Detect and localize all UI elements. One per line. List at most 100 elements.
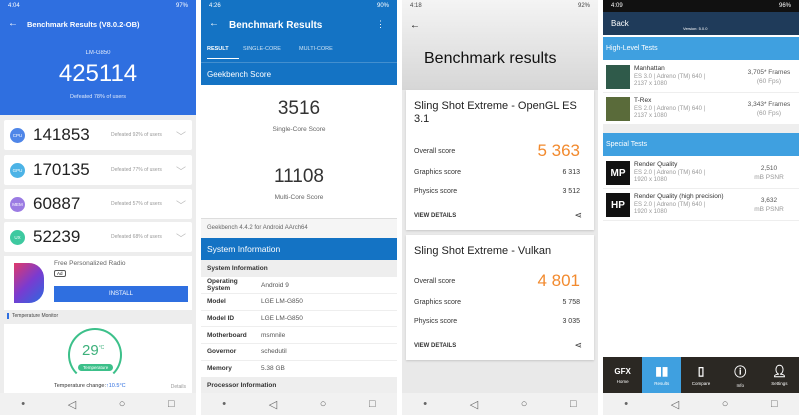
overall-score: 5 363 [537,141,580,160]
back-arrow-icon[interactable]: ← [8,18,18,29]
back-icon[interactable]: ◁ [268,398,278,411]
status-battery: 97% [175,3,188,9]
test-thumbnail [606,97,630,121]
tab-label: Results [654,381,670,386]
version-label: Version: 5.0.0 [683,26,708,31]
info-row: Model ID LGE LM-G850 [201,310,397,328]
tab-multi-core[interactable]: MULTI-CORE [299,46,333,52]
test-api: ES 2.0 | Adreno (TM) 640 | [634,169,706,176]
info-row: Model LGE LM-G850 [201,294,397,311]
info-key: Model [207,298,226,306]
details-link[interactable]: Details [170,384,186,390]
test-icon-label: MP [610,167,626,179]
category-defeated: Defeated 92% of users [111,132,162,138]
tab-results[interactable]: ▮▮ Results [642,357,682,393]
view-details-button[interactable]: VIEW DETAILS [414,343,457,349]
recents-icon[interactable]: □ [369,398,376,410]
back-icon[interactable]: ◁ [67,398,77,411]
test-icon: MP [606,161,630,185]
test-score-unit: (60 Fps) [756,110,782,117]
info-key: Memory [207,365,232,372]
info-key: Operating System [207,278,238,292]
score-row[interactable]: GPU 170135 Defeated 77% of users ﹀ [4,155,192,185]
tab-compare[interactable]: ▯ Compare [681,357,720,393]
card-title: Sling Shot Extreme - OpenGL ES 3.1 [414,100,577,125]
home-icon[interactable]: ○ [721,398,729,410]
recents-icon[interactable]: □ [570,398,577,410]
gfx-header: Back Version: 5.0.0 [603,12,799,35]
test-row[interactable]: MP Render Quality ES 2.0 | Adreno (TM) 640… [603,158,799,189]
test-row[interactable]: T-Rex ES 2.0 | Adreno (TM) 640 | 2137 x 10… [603,94,799,125]
info-icon: ⓘ [734,364,747,379]
test-row[interactable]: Manhattan ES 3.0 | Adreno (TM) 640 | 2137 … [603,62,799,93]
tab-info[interactable]: ⓘ Info [721,357,760,393]
more-menu-icon[interactable]: ⋮ [376,19,385,29]
test-thumbnail [606,65,630,89]
chevron-down-icon[interactable]: ﹀ [176,200,186,212]
temperature-card: 29°C Temperature Temperature change:↑10.… [4,324,192,394]
overall-label: Overall score [414,278,456,285]
temperature-value: 29 [82,342,99,359]
view-details-button[interactable]: VIEW DETAILS [414,213,457,219]
test-name: Render Quality (high precision) [634,193,724,201]
tab-label: Settings [771,381,788,386]
score-row[interactable]: MEM 60887 Defeated 57% of users ﹀ [4,189,192,219]
tab-home[interactable]: GFX Home [603,357,642,393]
gfx-logo-icon: GFX [614,366,631,376]
info-value: msmnile [261,331,286,339]
total-defeated: Defeated 78% of users [70,94,126,100]
share-icon[interactable]: ⋖ [574,210,582,220]
back-icon[interactable]: ◁ [670,398,680,411]
status-battery: 90% [376,3,389,9]
card-title: Sling Shot Extreme - Vulkan [414,245,552,257]
physics-label: Physics score [414,188,458,195]
home-icon[interactable]: ○ [118,398,126,410]
single-core-score: 3516 [277,98,321,119]
share-icon[interactable]: ⋖ [574,340,582,350]
phone-icon: ▯ [697,364,705,378]
status-time: 4:04 [8,3,20,9]
chevron-down-icon[interactable]: ﹀ [176,131,186,143]
dot-icon: • [624,398,629,410]
back-icon[interactable]: ◁ [469,398,479,411]
test-icon: HP [606,193,630,217]
physics-label: Physics score [414,318,458,325]
gfxbench-panel: 4:09 96% Back Version: 5.0.0 High-Level T… [603,0,799,415]
ad-card[interactable]: Free Personalized Radio Ad INSTALL [4,256,192,310]
temperature-change-value: ↑10.5°C [105,383,126,389]
status-bar: 4:04 97% [0,0,196,12]
chevron-down-icon[interactable]: ﹀ [176,166,186,178]
score-row[interactable]: UX 52239 Defeated 68% of users ﹀ [4,222,192,252]
tab-single-core[interactable]: SINGLE-CORE [243,46,281,52]
test-row[interactable]: HP Render Quality (high precision) ES 2.0 … [603,190,799,221]
geekbench-panel: 4:26 90% ← Benchmark Results ⋮ RESULT SIN… [201,0,397,415]
back-arrow-icon[interactable]: ← [209,18,219,29]
test-score-unit: mB PSNR [754,174,784,181]
install-button[interactable]: INSTALL [54,286,188,302]
tab-settings[interactable]: 👤︎ Settings [760,357,799,393]
recents-icon[interactable]: □ [168,398,175,410]
test-api: ES 3.0 | Adreno (TM) 640 | [634,73,706,80]
physics-score: 3 035 [562,318,580,325]
back-arrow-icon[interactable]: ← [410,20,420,31]
temperature-gauge [68,328,122,382]
recents-icon[interactable]: □ [771,398,778,410]
dot-icon: • [423,398,428,410]
home-icon[interactable]: ○ [319,398,327,410]
system-information-subheader: System Information [207,264,268,272]
test-score: 3,632 [760,197,778,204]
high-level-tests-header: High-Level Tests [603,37,799,60]
category-badge: MEM [10,196,25,212]
multi-core-label: Multi-Core Score [274,194,324,201]
page-title: Benchmark Results (V8.0.2-OB) [27,20,140,29]
home-icon[interactable]: ○ [520,398,528,410]
score-row[interactable]: CPU 141853 Defeated 92% of users ﹀ [4,120,192,150]
back-button[interactable]: Back [611,19,629,28]
user-icon: 👤︎ [771,364,788,378]
info-value: LGE LM-G850 [261,314,303,322]
test-name: T-Rex [634,97,652,105]
tab-result[interactable]: RESULT [207,46,239,59]
info-row: Governor schedutil [201,344,397,361]
chevron-down-icon[interactable]: ﹀ [176,233,186,245]
bottom-tab-bar: GFX Home ▮▮ Results ▯ Compare ⓘ Info 👤︎ Setti… [603,357,799,393]
